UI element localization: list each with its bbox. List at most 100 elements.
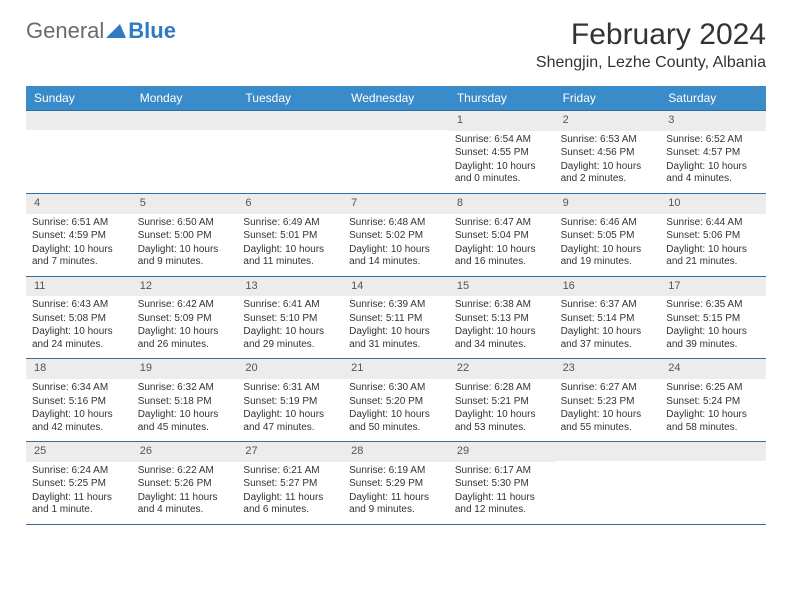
sunset-text: Sunset: 5:19 PM bbox=[243, 396, 337, 409]
daylight-text: Daylight: 10 hours and 19 minutes. bbox=[561, 244, 655, 269]
sunset-text: Sunset: 5:04 PM bbox=[455, 230, 549, 243]
day-info: Sunrise: 6:41 AMSunset: 5:10 PMDaylight:… bbox=[237, 296, 343, 358]
day-number: 28 bbox=[343, 442, 449, 462]
day-info: Sunrise: 6:28 AMSunset: 5:21 PMDaylight:… bbox=[449, 379, 555, 441]
sunrise-text: Sunrise: 6:24 AM bbox=[32, 465, 126, 478]
sunset-text: Sunset: 5:02 PM bbox=[349, 230, 443, 243]
daylight-text: Daylight: 10 hours and 9 minutes. bbox=[138, 244, 232, 269]
day-number bbox=[660, 442, 766, 461]
day-number: 6 bbox=[237, 194, 343, 214]
calendar-cell: 29Sunrise: 6:17 AMSunset: 5:30 PMDayligh… bbox=[449, 442, 555, 524]
calendar-cell bbox=[555, 442, 661, 524]
sunset-text: Sunset: 5:16 PM bbox=[32, 396, 126, 409]
calendar-body: 1Sunrise: 6:54 AMSunset: 4:55 PMDaylight… bbox=[26, 110, 766, 525]
day-number: 26 bbox=[132, 442, 238, 462]
logo-text-1: General bbox=[26, 18, 104, 44]
day-info: Sunrise: 6:21 AMSunset: 5:27 PMDaylight:… bbox=[237, 462, 343, 524]
day-number: 22 bbox=[449, 359, 555, 379]
day-number: 3 bbox=[660, 111, 766, 131]
day-number: 19 bbox=[132, 359, 238, 379]
daylight-text: Daylight: 10 hours and 0 minutes. bbox=[455, 161, 549, 186]
sunset-text: Sunset: 5:25 PM bbox=[32, 478, 126, 491]
calendar-cell: 28Sunrise: 6:19 AMSunset: 5:29 PMDayligh… bbox=[343, 442, 449, 524]
daylight-text: Daylight: 11 hours and 4 minutes. bbox=[138, 492, 232, 517]
calendar-cell bbox=[132, 111, 238, 193]
sunset-text: Sunset: 5:13 PM bbox=[455, 313, 549, 326]
day-info: Sunrise: 6:50 AMSunset: 5:00 PMDaylight:… bbox=[132, 214, 238, 276]
daylight-text: Daylight: 10 hours and 34 minutes. bbox=[455, 326, 549, 351]
calendar-cell: 1Sunrise: 6:54 AMSunset: 4:55 PMDaylight… bbox=[449, 111, 555, 193]
day-number: 13 bbox=[237, 277, 343, 297]
calendar-cell: 2Sunrise: 6:53 AMSunset: 4:56 PMDaylight… bbox=[555, 111, 661, 193]
calendar-cell: 4Sunrise: 6:51 AMSunset: 4:59 PMDaylight… bbox=[26, 194, 132, 276]
sunrise-text: Sunrise: 6:21 AM bbox=[243, 465, 337, 478]
daylight-text: Daylight: 10 hours and 53 minutes. bbox=[455, 409, 549, 434]
day-info: Sunrise: 6:34 AMSunset: 5:16 PMDaylight:… bbox=[26, 379, 132, 441]
day-number: 12 bbox=[132, 277, 238, 297]
day-number: 18 bbox=[26, 359, 132, 379]
day-label: Monday bbox=[132, 86, 238, 110]
sunset-text: Sunset: 5:15 PM bbox=[666, 313, 760, 326]
day-info: Sunrise: 6:46 AMSunset: 5:05 PMDaylight:… bbox=[555, 214, 661, 276]
sunrise-text: Sunrise: 6:32 AM bbox=[138, 382, 232, 395]
daylight-text: Daylight: 10 hours and 31 minutes. bbox=[349, 326, 443, 351]
sunset-text: Sunset: 4:57 PM bbox=[666, 147, 760, 160]
calendar-cell: 13Sunrise: 6:41 AMSunset: 5:10 PMDayligh… bbox=[237, 277, 343, 359]
sunset-text: Sunset: 5:08 PM bbox=[32, 313, 126, 326]
calendar-cell: 3Sunrise: 6:52 AMSunset: 4:57 PMDaylight… bbox=[660, 111, 766, 193]
sunset-text: Sunset: 4:55 PM bbox=[455, 147, 549, 160]
sunrise-text: Sunrise: 6:27 AM bbox=[561, 382, 655, 395]
day-number: 14 bbox=[343, 277, 449, 297]
daylight-text: Daylight: 10 hours and 29 minutes. bbox=[243, 326, 337, 351]
sunset-text: Sunset: 5:26 PM bbox=[138, 478, 232, 491]
calendar-cell: 16Sunrise: 6:37 AMSunset: 5:14 PMDayligh… bbox=[555, 277, 661, 359]
daylight-text: Daylight: 10 hours and 47 minutes. bbox=[243, 409, 337, 434]
sunrise-text: Sunrise: 6:22 AM bbox=[138, 465, 232, 478]
sunrise-text: Sunrise: 6:30 AM bbox=[349, 382, 443, 395]
day-info: Sunrise: 6:48 AMSunset: 5:02 PMDaylight:… bbox=[343, 214, 449, 276]
day-number: 24 bbox=[660, 359, 766, 379]
day-info: Sunrise: 6:39 AMSunset: 5:11 PMDaylight:… bbox=[343, 296, 449, 358]
calendar-cell: 6 Sunrise: 6:49 AMSunset: 5:01 PMDaylight… bbox=[237, 194, 343, 276]
sunrise-text: Sunrise: 6:35 AM bbox=[666, 299, 760, 312]
day-info: Sunrise: 6:54 AMSunset: 4:55 PMDaylight:… bbox=[449, 131, 555, 193]
day-number: 1 bbox=[449, 111, 555, 131]
calendar-cell: 14Sunrise: 6:39 AMSunset: 5:11 PMDayligh… bbox=[343, 277, 449, 359]
day-number: 23 bbox=[555, 359, 661, 379]
sunrise-text: Sunrise: 6:51 AM bbox=[32, 217, 126, 230]
day-number: 9 bbox=[555, 194, 661, 214]
daylight-text: Daylight: 10 hours and 4 minutes. bbox=[666, 161, 760, 186]
month-title: February 2024 bbox=[536, 18, 766, 52]
calendar-cell: 20Sunrise: 6:31 AMSunset: 5:19 PMDayligh… bbox=[237, 359, 343, 441]
day-info: Sunrise: 6:25 AMSunset: 5:24 PMDaylight:… bbox=[660, 379, 766, 441]
daylight-text: Daylight: 10 hours and 14 minutes. bbox=[349, 244, 443, 269]
sunrise-text: Sunrise: 6:46 AM bbox=[561, 217, 655, 230]
daylight-text: Daylight: 11 hours and 6 minutes. bbox=[243, 492, 337, 517]
day-label: Tuesday bbox=[237, 86, 343, 110]
daylight-text: Daylight: 10 hours and 21 minutes. bbox=[666, 244, 760, 269]
calendar-week: 25Sunrise: 6:24 AMSunset: 5:25 PMDayligh… bbox=[26, 441, 766, 525]
day-number: 15 bbox=[449, 277, 555, 297]
sunset-text: Sunset: 5:01 PM bbox=[243, 230, 337, 243]
day-info: Sunrise: 6:35 AMSunset: 5:15 PMDaylight:… bbox=[660, 296, 766, 358]
daylight-text: Daylight: 10 hours and 11 minutes. bbox=[243, 244, 337, 269]
calendar-cell: 22Sunrise: 6:28 AMSunset: 5:21 PMDayligh… bbox=[449, 359, 555, 441]
day-number: 10 bbox=[660, 194, 766, 214]
day-label: Thursday bbox=[449, 86, 555, 110]
day-info: Sunrise: 6:44 AMSunset: 5:06 PMDaylight:… bbox=[660, 214, 766, 276]
daylight-text: Daylight: 10 hours and 2 minutes. bbox=[561, 161, 655, 186]
calendar-cell: 10Sunrise: 6:44 AMSunset: 5:06 PMDayligh… bbox=[660, 194, 766, 276]
calendar-cell: 23Sunrise: 6:27 AMSunset: 5:23 PMDayligh… bbox=[555, 359, 661, 441]
daylight-text: Daylight: 10 hours and 58 minutes. bbox=[666, 409, 760, 434]
sunset-text: Sunset: 5:30 PM bbox=[455, 478, 549, 491]
calendar-cell: 8Sunrise: 6:47 AMSunset: 5:04 PMDaylight… bbox=[449, 194, 555, 276]
calendar-cell: 24Sunrise: 6:25 AMSunset: 5:24 PMDayligh… bbox=[660, 359, 766, 441]
sunset-text: Sunset: 5:10 PM bbox=[243, 313, 337, 326]
day-number bbox=[132, 111, 238, 130]
sunrise-text: Sunrise: 6:49 AM bbox=[243, 217, 337, 230]
calendar-cell: 21Sunrise: 6:30 AMSunset: 5:20 PMDayligh… bbox=[343, 359, 449, 441]
day-info: Sunrise: 6:17 AMSunset: 5:30 PMDaylight:… bbox=[449, 462, 555, 524]
logo-text-2: Blue bbox=[128, 18, 176, 44]
calendar-cell bbox=[26, 111, 132, 193]
day-number: 17 bbox=[660, 277, 766, 297]
